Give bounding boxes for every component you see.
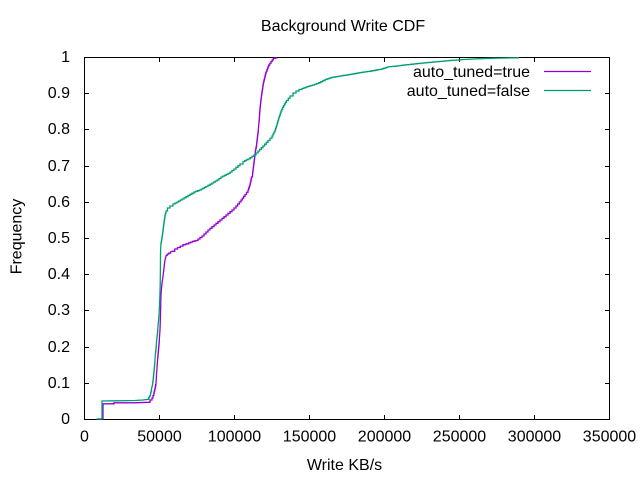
svg-text:250000: 250000 [433, 429, 486, 446]
svg-text:0: 0 [80, 429, 89, 446]
svg-text:0.4: 0.4 [48, 266, 70, 283]
svg-text:50000: 50000 [137, 429, 182, 446]
svg-text:0.9: 0.9 [48, 85, 70, 102]
svg-text:100000: 100000 [208, 429, 261, 446]
svg-text:auto_tuned=false: auto_tuned=false [407, 83, 530, 100]
svg-text:Background Write CDF: Background Write CDF [261, 18, 425, 35]
svg-text:1: 1 [61, 49, 70, 66]
svg-text:350000: 350000 [583, 429, 636, 446]
svg-text:0.6: 0.6 [48, 194, 70, 211]
svg-text:200000: 200000 [358, 429, 411, 446]
svg-text:0: 0 [61, 411, 70, 428]
svg-text:0.2: 0.2 [48, 339, 70, 356]
svg-text:300000: 300000 [508, 429, 561, 446]
svg-text:0.5: 0.5 [48, 230, 70, 247]
svg-text:auto_tuned=true: auto_tuned=true [413, 64, 530, 81]
svg-text:0.3: 0.3 [48, 302, 70, 319]
svg-text:Frequency: Frequency [9, 199, 26, 275]
svg-text:150000: 150000 [283, 429, 336, 446]
svg-text:0.7: 0.7 [48, 158, 70, 175]
svg-text:0.8: 0.8 [48, 121, 70, 138]
svg-text:Write KB/s: Write KB/s [307, 457, 382, 474]
svg-text:0.1: 0.1 [48, 375, 70, 392]
